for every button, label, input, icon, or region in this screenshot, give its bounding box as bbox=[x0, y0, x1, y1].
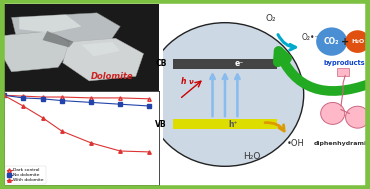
Text: diphenhydramine: diphenhydramine bbox=[314, 141, 370, 146]
With dolomite bbox=[89, 142, 93, 144]
No dolomite bbox=[147, 105, 152, 107]
Line: With dolomite: With dolomite bbox=[2, 94, 151, 154]
With dolomite bbox=[118, 150, 122, 152]
Circle shape bbox=[345, 30, 370, 53]
Text: Dolomite: Dolomite bbox=[91, 72, 134, 81]
Line: Dark control: Dark control bbox=[2, 94, 151, 101]
With dolomite bbox=[21, 105, 25, 107]
Dark control bbox=[118, 97, 122, 99]
No dolomite bbox=[89, 101, 93, 104]
Text: O₂: O₂ bbox=[265, 14, 276, 23]
Text: CB: CB bbox=[155, 59, 167, 68]
Dark control bbox=[60, 96, 64, 98]
Dark control bbox=[89, 97, 93, 99]
Text: byproducts: byproducts bbox=[324, 60, 366, 66]
Line: No dolomite: No dolomite bbox=[2, 94, 151, 108]
With dolomite bbox=[40, 117, 45, 119]
Text: h: h bbox=[181, 77, 186, 86]
Bar bbox=[173, 119, 277, 129]
No dolomite bbox=[21, 97, 25, 99]
Text: +: + bbox=[340, 37, 349, 46]
Polygon shape bbox=[11, 13, 120, 58]
Polygon shape bbox=[43, 31, 74, 47]
No dolomite bbox=[40, 98, 45, 100]
Dark control bbox=[1, 94, 6, 96]
Text: e⁻: e⁻ bbox=[235, 59, 244, 68]
Text: CO₂: CO₂ bbox=[324, 37, 339, 46]
Polygon shape bbox=[81, 42, 120, 56]
Circle shape bbox=[146, 23, 304, 166]
No dolomite bbox=[118, 103, 122, 105]
Text: VB: VB bbox=[155, 120, 167, 129]
Circle shape bbox=[316, 27, 347, 56]
With dolomite bbox=[60, 130, 64, 132]
With dolomite bbox=[1, 94, 6, 96]
Circle shape bbox=[346, 106, 370, 128]
With dolomite bbox=[147, 151, 152, 153]
Polygon shape bbox=[19, 15, 81, 33]
No dolomite bbox=[1, 94, 6, 96]
Text: H₂O: H₂O bbox=[351, 39, 364, 44]
Polygon shape bbox=[63, 38, 144, 81]
Text: h⁺: h⁺ bbox=[229, 120, 238, 129]
Dark control bbox=[147, 98, 152, 100]
Bar bbox=[337, 68, 349, 76]
Text: H₂O: H₂O bbox=[243, 152, 260, 161]
Text: O₂•⁻: O₂•⁻ bbox=[302, 33, 319, 42]
Dark control bbox=[40, 96, 45, 98]
Bar bbox=[173, 59, 277, 69]
Dark control bbox=[21, 95, 25, 97]
Text: •OH: •OH bbox=[287, 139, 305, 148]
Legend: Dark control, No dolomite, With dolomite: Dark control, No dolomite, With dolomite bbox=[5, 166, 46, 184]
Polygon shape bbox=[4, 31, 74, 72]
Circle shape bbox=[321, 102, 345, 124]
Text: ν: ν bbox=[189, 79, 194, 84]
No dolomite bbox=[60, 99, 64, 102]
